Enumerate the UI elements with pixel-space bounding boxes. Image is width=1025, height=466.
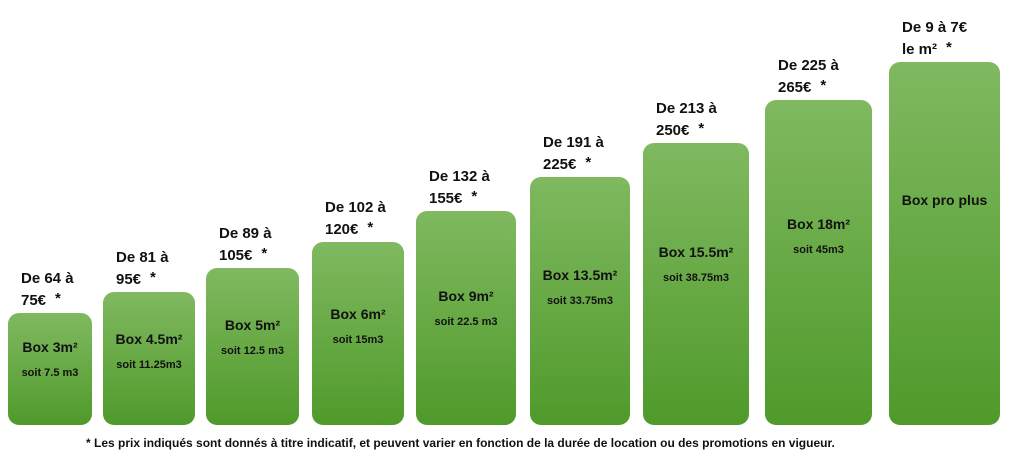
storage-box: [765, 100, 872, 425]
note-marker: *: [820, 77, 826, 94]
box-volume: soit 11.25m3: [116, 359, 181, 371]
price-from: De 9 à 7€: [902, 19, 968, 36]
price-to: 120€: [325, 221, 359, 238]
price-to: 250€: [656, 122, 690, 139]
storage-box: [103, 292, 195, 425]
price-from: De 89 à: [219, 225, 272, 242]
note-marker: *: [150, 269, 156, 286]
storage-box: [312, 242, 404, 425]
price-to: 105€: [219, 247, 253, 264]
price-to: 265€: [778, 79, 812, 96]
box-name: Box 5m²: [225, 317, 281, 333]
box-name: Box 9m²: [438, 288, 494, 304]
price-to: 75€: [21, 292, 47, 309]
price-from: De 102 à: [325, 199, 387, 216]
box-name: Box 13.5m²: [543, 267, 618, 283]
storage-box: [643, 143, 749, 425]
box-volume: soit 45m3: [793, 244, 844, 256]
price-to: 155€: [429, 190, 463, 207]
note-marker: *: [946, 39, 952, 56]
storage-box: [416, 211, 516, 425]
price-from: De 64 à: [21, 270, 74, 287]
box-name: Box 18m²: [787, 216, 850, 232]
box-volume: soit 15m3: [333, 334, 384, 346]
box-name: Box 6m²: [330, 306, 386, 322]
note-marker: *: [55, 290, 61, 307]
box-name: Box 15.5m²: [659, 244, 734, 260]
box-volume: soit 12.5 m3: [221, 345, 284, 357]
box-name: Box pro plus: [902, 192, 988, 208]
footnote: * Les prix indiqués sont donnés à titre …: [86, 436, 835, 450]
price-to: le m²: [902, 41, 937, 58]
box-volume: soit 22.5 m3: [435, 316, 498, 328]
storage-box: [530, 177, 630, 425]
price-from: De 191 à: [543, 134, 605, 151]
box-volume: soit 38.75m3: [663, 272, 729, 284]
box-name: Box 4.5m²: [116, 331, 183, 347]
price-from: De 132 à: [429, 168, 491, 185]
storage-box: [206, 268, 299, 425]
price-from: De 81 à: [116, 249, 169, 266]
note-marker: *: [367, 219, 373, 236]
storage-box: [8, 313, 92, 425]
note-marker: *: [261, 245, 267, 262]
price-to: 225€: [543, 156, 577, 173]
price-from: De 213 à: [656, 100, 718, 117]
price-from: De 225 à: [778, 57, 840, 74]
box-volume: soit 33.75m3: [547, 295, 613, 307]
price-to: 95€: [116, 271, 142, 288]
box-name: Box 3m²: [22, 339, 78, 355]
box-volume: soit 7.5 m3: [22, 367, 79, 379]
note-marker: *: [471, 188, 477, 205]
note-marker: *: [585, 154, 591, 171]
note-marker: *: [698, 120, 704, 137]
storage-box: [889, 62, 1000, 425]
